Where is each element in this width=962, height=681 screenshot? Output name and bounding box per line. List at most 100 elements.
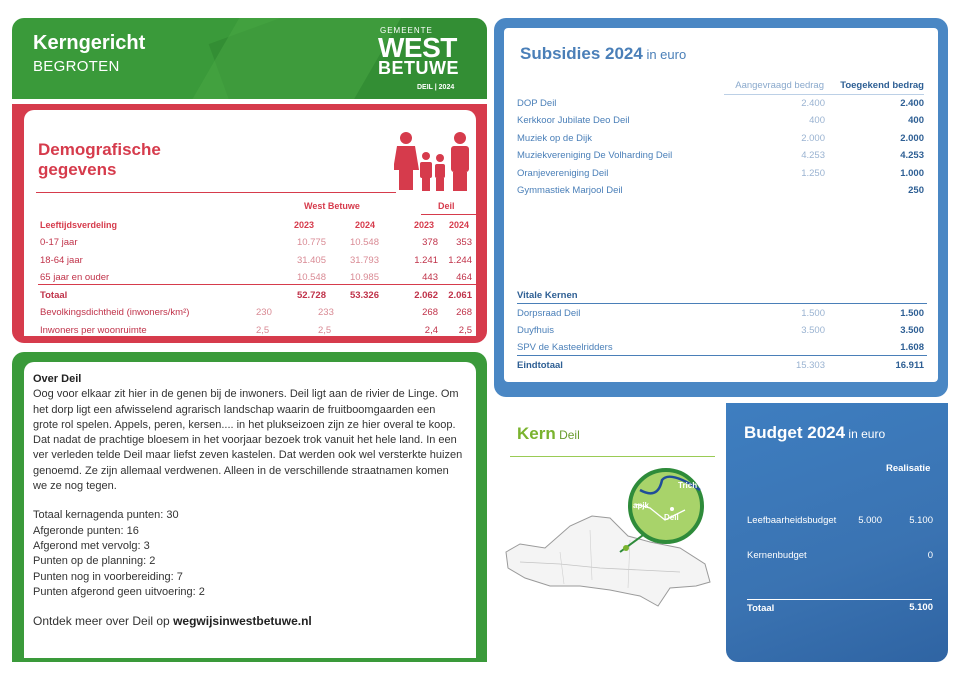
vital-name: SPV de Kasteelridders — [517, 342, 613, 353]
cell: 1.241 — [414, 255, 438, 266]
kern-divider — [510, 456, 715, 457]
demographics-title-line1: Demografische — [38, 140, 161, 159]
vital-granted: 3.500 — [900, 325, 924, 336]
map-label: Deil — [664, 513, 679, 522]
footer-text: Ontdek meer over Deil op — [33, 614, 174, 629]
kern-subtitle: Deil — [555, 428, 580, 442]
cell: 268 — [422, 307, 438, 318]
cell: 10.548 — [349, 237, 379, 248]
over-deil-text: Over Deil Oog voor elkaar zit hier in de… — [33, 372, 463, 629]
subsidy-name: Muziekvereniging De Volharding Deil — [517, 150, 673, 161]
budget-total-value: 5.100 — [909, 602, 933, 613]
subsidy-name: Kerkkoor Jubilate Deo Deil — [517, 115, 630, 126]
cell: 2,4 — [424, 325, 438, 336]
budget-realisatie: 0 — [927, 550, 933, 561]
cell: 31.793 — [349, 255, 379, 266]
budget-label: Leefbaarheidsbudget — [747, 515, 837, 526]
row-label: Bevolkingsdichtheid (inwoners/km²) — [40, 307, 190, 318]
budget-amount: 5.000 — [858, 515, 882, 526]
header-subtitle: BEGROTEN — [33, 58, 120, 75]
cell: 31.405 — [296, 255, 326, 266]
vital-divider — [517, 303, 927, 304]
col-granted: Toegekend bedrag — [840, 80, 924, 91]
vital-heading: Vitale Kernen — [517, 290, 578, 301]
header-deil: Deil — [438, 201, 455, 211]
logo-west: WEST — [378, 32, 457, 63]
stat-item: Afgerond met vervolg: 3 — [33, 539, 150, 552]
subsidy-requested: 400 — [809, 115, 825, 126]
logo-gemeente: GEMEENTE — [380, 26, 433, 35]
demographics-divider — [36, 192, 396, 193]
map-zoom-circle — [628, 468, 704, 544]
subsidy-requested: 2.000 — [801, 133, 825, 144]
year-wb-2023: 2023 — [294, 220, 315, 230]
subsidies-card: Subsidies 2024 in euro Aangevraagd bedra… — [494, 18, 948, 397]
logo-footer: DEIL | 2024 — [417, 84, 455, 91]
header-west-betuwe: West Betuwe — [304, 201, 360, 211]
demographics-inner: Demografische gegevens West Betuwe Deil … — [24, 110, 478, 336]
map-outline — [505, 515, 711, 607]
subsidy-requested: 4.253 — [801, 150, 825, 161]
family-icon — [394, 132, 469, 191]
map-road — [519, 561, 681, 573]
cell: 2,5 — [318, 325, 332, 336]
map-label: Trich — [678, 481, 697, 490]
cell: 2.062 — [414, 290, 438, 301]
subsidy-granted: 2.400 — [900, 98, 924, 109]
logo-betuwe: BETUWE — [378, 58, 459, 78]
map-road — [634, 503, 686, 521]
cell: 230 — [256, 307, 272, 318]
website-link[interactable]: wegwijsinwestbetuwe.nl — [173, 614, 312, 629]
row-label: Inwoners per woonruimte — [40, 325, 147, 336]
cell: 10.548 — [296, 272, 326, 283]
map-marker — [623, 545, 629, 551]
cell: 10.985 — [349, 272, 379, 283]
vital-name: Duyfhuis — [517, 325, 554, 336]
budget-divider — [747, 599, 932, 600]
cell: 52.728 — [296, 290, 326, 301]
col-realisatie: Realisatie — [886, 463, 931, 474]
header-banner: Kerngericht BEGROTEN GEMEENTE WEST BETUW… — [12, 18, 487, 99]
map-label: apjk — [633, 501, 650, 510]
map-deil-dot — [670, 507, 674, 511]
subsidies-inner: Subsidies 2024 in euro Aangevraagd bedra… — [504, 28, 938, 382]
map-road — [559, 529, 631, 589]
subsidies-title-text: Subsidies 2024 — [520, 44, 643, 63]
row-label: 18-64 jaar — [40, 255, 83, 266]
year-deil-2023: 2023 — [414, 220, 435, 230]
subsidy-granted: 4.253 — [900, 150, 924, 161]
total-label: Eindtotaal — [517, 360, 563, 371]
cell: 233 — [318, 307, 334, 318]
subsidy-granted: 400 — [908, 115, 924, 126]
cell: 443 — [422, 272, 438, 283]
map-river — [639, 475, 701, 495]
budget-title-unit: in euro — [845, 427, 886, 441]
cell: 10.775 — [296, 237, 326, 248]
year-wb-2024: 2024 — [355, 220, 376, 230]
deil-header-line — [421, 214, 476, 215]
total-divider — [517, 355, 927, 356]
col-underline — [724, 94, 924, 95]
year-deil-2024: 2024 — [449, 220, 470, 230]
cell: 378 — [422, 237, 438, 248]
demographics-card: Demografische gegevens West Betuwe Deil … — [12, 104, 487, 343]
stat-item: Punten op de planning: 2 — [33, 555, 156, 568]
demographics-title: Demografische gegevens — [38, 140, 198, 180]
subsidy-granted: 1.000 — [900, 168, 924, 179]
subsidy-name: Muziek op de Dijk — [517, 133, 592, 144]
kern-title: Kern Deil — [517, 424, 580, 444]
total-granted: 16.911 — [895, 360, 924, 371]
cell: 268 — [456, 307, 472, 318]
cell: 464 — [456, 272, 472, 283]
budget-title: Budget 2024 in euro — [744, 423, 885, 443]
cell: 2,5 — [458, 325, 472, 336]
total-requested: 15.303 — [795, 360, 825, 371]
municipality-map: apjk Trich Deil — [505, 468, 711, 607]
subsidy-name: Oranjevereniging Deil — [517, 168, 609, 179]
subsidy-granted: 250 — [908, 185, 924, 196]
cell: 53.326 — [349, 290, 379, 301]
cell: 2,5 — [256, 325, 270, 336]
over-heading: Over Deil — [33, 373, 82, 385]
section-label: Leeftijdsverdeling — [40, 220, 118, 230]
kern-title-text: Kern — [517, 424, 556, 443]
